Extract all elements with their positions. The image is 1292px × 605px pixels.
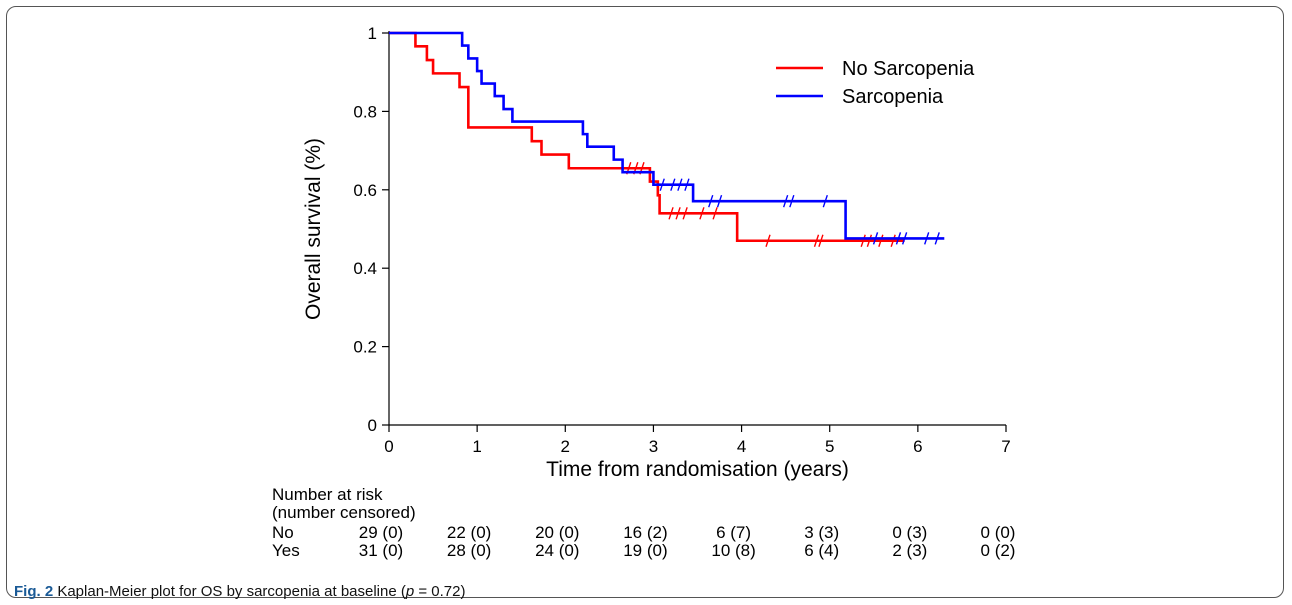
risk-cell: 16 (2): [623, 523, 667, 542]
caption-p-symbol: p: [405, 583, 415, 600]
censor-mark-sarcopenia: [822, 194, 828, 208]
censor-mark-sarcopenia: [895, 232, 902, 245]
risk-cell: 0 (3): [892, 523, 927, 542]
series-layer: [389, 31, 945, 247]
censor-mark-no-sarcopenia: [860, 234, 866, 247]
risk-cell: 20 (0): [535, 523, 579, 542]
censor-mark-sarcopenia: [677, 178, 683, 191]
risk-table: Number at risk(number censored)No 29 (0) 2…: [272, 485, 1015, 560]
risk-cell: 29 (0): [359, 523, 403, 542]
censor-mark-no-sarcopenia: [699, 207, 705, 220]
censor-mark-sarcopenia: [659, 178, 665, 191]
x-tick-label: 0: [384, 437, 393, 456]
figure-label: Fig. 2: [14, 583, 54, 600]
risk-cell: 0 (0): [981, 523, 1016, 542]
risk-cell: 0 (2): [981, 541, 1016, 560]
risk-cell: 24 (0): [535, 541, 579, 560]
risk-cell: 19 (0): [623, 541, 667, 560]
y-tick-label: 0.8: [353, 102, 377, 121]
y-tick-label: 0: [368, 416, 377, 435]
risk-cell: 10 (8): [711, 541, 755, 560]
risk-table-subheading: (number censored): [272, 503, 416, 522]
censor-mark-sarcopenia: [716, 194, 723, 208]
censor-mark-no-sarcopenia: [668, 207, 674, 220]
censor-mark-no-sarcopenia: [878, 234, 884, 247]
censor-mark-no-sarcopenia: [712, 207, 718, 220]
risk-cell: 6 (7): [716, 523, 751, 542]
risk-cell: 22 (0): [447, 523, 491, 542]
risk-row-label: No: [272, 523, 294, 542]
survival-curve-sarcopenia: [389, 31, 945, 240]
censor-mark-no-sarcopenia: [890, 234, 896, 247]
legend: No Sarcopenia Sarcopenia: [776, 58, 975, 108]
censor-mark-sarcopenia: [670, 178, 676, 191]
x-tick-label: 3: [649, 437, 658, 456]
x-tick-label: 7: [1001, 437, 1010, 456]
risk-cell: 2 (3): [892, 541, 927, 560]
censor-mark-no-sarcopenia: [813, 234, 820, 247]
caption-text-end: = 0.72): [414, 583, 466, 600]
y-axis-label: Overall survival (%): [302, 138, 325, 320]
y-tick-label: 1: [368, 24, 377, 43]
censor-mark-sarcopenia: [782, 194, 789, 208]
risk-cell: 28 (0): [447, 541, 491, 560]
y-tick-label: 0.4: [353, 259, 377, 278]
x-axis-label: Time from randomisation (years): [546, 458, 849, 481]
censor-mark-no-sarcopenia: [818, 234, 824, 247]
caption-text-start: Kaplan-Meier plot for OS by sarcopenia a…: [53, 583, 406, 600]
x-tick-label: 1: [472, 437, 481, 456]
risk-cell: 6 (4): [804, 541, 839, 560]
censor-mark-sarcopenia: [684, 178, 690, 191]
figure-frame: [6, 6, 1284, 598]
censor-mark-sarcopenia: [934, 232, 940, 245]
x-tick-label: 2: [561, 437, 570, 456]
axes: 0 0.2 0.4 0.6 0.8 1 0 1 2 3 4 5 6 7 Time from randomis…: [302, 24, 1011, 481]
censor-mark-no-sarcopenia: [866, 234, 873, 247]
censor-mark-no-sarcopenia: [682, 207, 688, 220]
censor-mark-sarcopenia: [872, 232, 879, 245]
y-tick-label: 0.6: [353, 181, 377, 200]
risk-cell: 31 (0): [359, 541, 403, 560]
figure-caption: Fig. 2 Kaplan-Meier plot for OS by sarco…: [14, 583, 466, 600]
censor-mark-sarcopenia: [789, 194, 795, 208]
legend-label-sarcopenia: Sarcopenia: [842, 86, 944, 108]
risk-cell: 3 (3): [804, 523, 839, 542]
x-tick-label: 6: [913, 437, 922, 456]
survival-curve-no-sarcopenia: [389, 31, 905, 243]
censor-mark-sarcopenia: [924, 232, 930, 245]
risk-table-heading: Number at risk: [272, 485, 383, 504]
legend-label-no-sarcopenia: No Sarcopenia: [842, 58, 975, 80]
y-tick-label: 0.2: [353, 338, 377, 357]
censor-mark-sarcopenia: [901, 232, 908, 245]
x-tick-label: 5: [825, 437, 834, 456]
censor-mark-no-sarcopenia: [765, 234, 771, 247]
censor-mark-no-sarcopenia: [675, 207, 681, 220]
x-tick-label: 4: [737, 437, 746, 456]
censor-mark-sarcopenia: [708, 194, 714, 208]
risk-row-label: Yes: [272, 541, 300, 560]
